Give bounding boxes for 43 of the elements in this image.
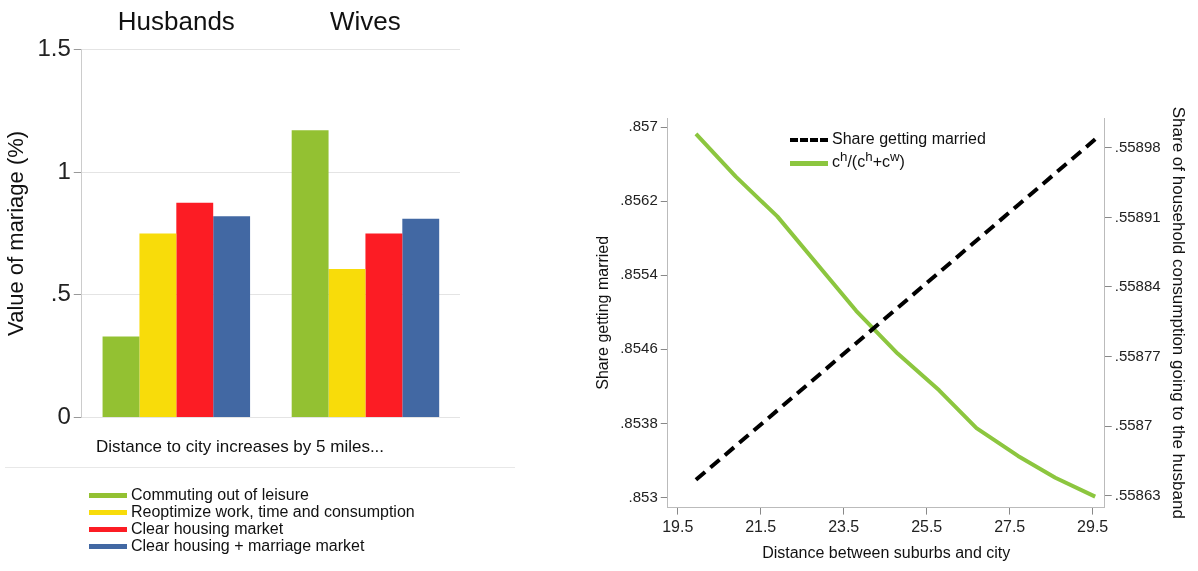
y-axis-title: Value of mariage (%) bbox=[3, 130, 29, 336]
legend-label: Commuting out of leisure bbox=[131, 486, 309, 503]
bar bbox=[328, 269, 366, 418]
y-tick-label: .8562 bbox=[620, 191, 658, 209]
y-tick-label: 1.5 bbox=[37, 33, 71, 61]
x-axis-title: Distance to city increases by 5 miles... bbox=[94, 437, 386, 457]
legend-label: Share getting married bbox=[832, 130, 986, 147]
y-tick-label: .857 bbox=[628, 117, 658, 135]
x-tick-label: 25.5 bbox=[911, 517, 943, 535]
y2-tick-label: .5587 bbox=[1114, 416, 1153, 434]
legend-label: c$^{h}$/(c$^{h}$+c$^{w}$) bbox=[832, 149, 905, 171]
y2-tick-label: .55898 bbox=[1114, 137, 1161, 155]
x-tick-label: 23.5 bbox=[828, 517, 860, 535]
legend-label: Clear housing + marriage market bbox=[131, 537, 365, 554]
legend-label: Clear housing market bbox=[131, 520, 284, 537]
y-axis-title: Share getting married bbox=[594, 235, 612, 390]
bar bbox=[176, 202, 214, 418]
y-tick-label: .8538 bbox=[620, 413, 658, 431]
bar bbox=[139, 233, 177, 418]
x-tick-label: 29.5 bbox=[1077, 517, 1109, 535]
bar bbox=[102, 336, 140, 418]
y2-tick-label: .55884 bbox=[1114, 277, 1161, 295]
y-tick-label: .8554 bbox=[620, 265, 658, 283]
x-tick-label: 27.5 bbox=[994, 517, 1026, 535]
y-tick-label: 0 bbox=[57, 402, 71, 430]
bar bbox=[213, 216, 251, 418]
bar bbox=[402, 218, 440, 418]
y-tick-label: .853 bbox=[628, 487, 658, 505]
x-tick-label: Husbands bbox=[117, 5, 235, 36]
legend-label: Reoptimize work, time and consumption bbox=[131, 503, 415, 520]
y-tick-label: 1 bbox=[57, 156, 71, 184]
x-axis-title: Distance between suburbs and city bbox=[762, 543, 1011, 561]
y-tick-label: .8546 bbox=[620, 339, 658, 357]
bar bbox=[365, 233, 403, 418]
y2-axis-title: Share of household consumption going to the husband bbox=[1169, 106, 1189, 519]
x-tick-label: Wives bbox=[330, 5, 401, 36]
y2-tick-label: .55877 bbox=[1114, 346, 1161, 364]
bar bbox=[291, 130, 329, 418]
y2-tick-label: .55891 bbox=[1114, 207, 1161, 225]
x-tick-label: 19.5 bbox=[662, 517, 694, 535]
y2-tick-label: .55863 bbox=[1114, 485, 1161, 503]
x-tick-label: 21.5 bbox=[745, 517, 777, 535]
y-tick-label: .5 bbox=[50, 279, 71, 307]
